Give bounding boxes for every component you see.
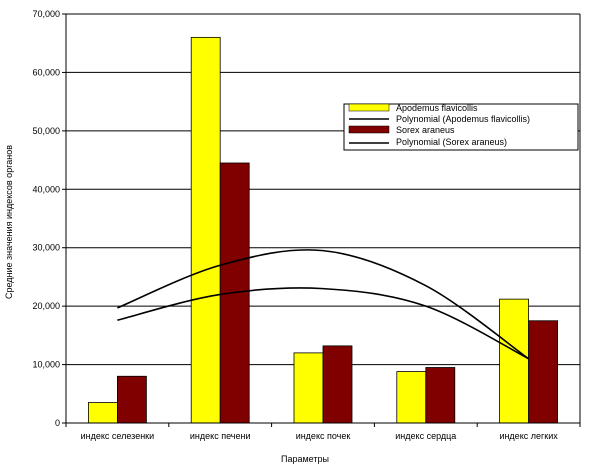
y-tick-label: 60,000 — [32, 67, 60, 77]
y-tick-label: 50,000 — [32, 126, 60, 136]
bar-apodemus — [396, 371, 427, 424]
y-tick-label: 10,000 — [32, 360, 60, 370]
y-tick-labels: 0 10,000 20,000 30,000 40,000 50,000 60,000 70,… — [32, 9, 60, 428]
bars — [88, 36, 558, 424]
x-tick-label: индекс почек — [296, 431, 351, 441]
trendline-sorex — [117, 287, 529, 360]
legend-swatch-sorex — [348, 125, 390, 134]
bar-sorex — [425, 367, 456, 424]
x-tick-label: индекс легких — [499, 431, 558, 441]
y-tick-label: 30,000 — [32, 243, 60, 253]
legend-label-sorex-trend: Polynomial (Sorex araneus) — [396, 137, 507, 147]
bar-apodemus — [499, 298, 530, 424]
y-tick-label: 0 — [55, 418, 60, 428]
axes — [65, 14, 581, 424]
y-axis-title: Средние значения индексов органов — [4, 145, 14, 299]
x-tick-labels: индекс селезенки индекс печени индекс поче… — [81, 431, 559, 441]
x-axis-title: Параметры — [281, 454, 329, 464]
bar-sorex — [117, 375, 147, 424]
y-tick-label: 40,000 — [32, 184, 60, 194]
bar-sorex — [528, 320, 558, 424]
legend-label-sorex: Sorex araneus — [396, 125, 455, 135]
legend-label-apodemus: Apodemus flavicollis — [396, 103, 478, 113]
x-tick-label: индекс селезенки — [81, 431, 155, 441]
legend-swatch-apodemus — [348, 103, 390, 112]
x-tick-label: индекс сердца — [395, 431, 456, 441]
bar-apodemus — [190, 36, 221, 424]
legend-label-apodemus-trend: Polynomial (Apodemus flavicollis) — [396, 114, 530, 124]
trendline-apodemus — [117, 249, 530, 360]
bar-apodemus — [293, 352, 324, 424]
legend: Apodemus flavicollis Polynomial (Apodemu… — [343, 103, 579, 151]
bar-sorex — [322, 345, 353, 424]
bar-apodemus — [88, 402, 118, 424]
x-tick-label: индекс печени — [190, 431, 251, 441]
y-tick-label: 70,000 — [32, 9, 60, 19]
trendlines — [117, 249, 530, 360]
y-tick-label: 20,000 — [32, 301, 60, 311]
